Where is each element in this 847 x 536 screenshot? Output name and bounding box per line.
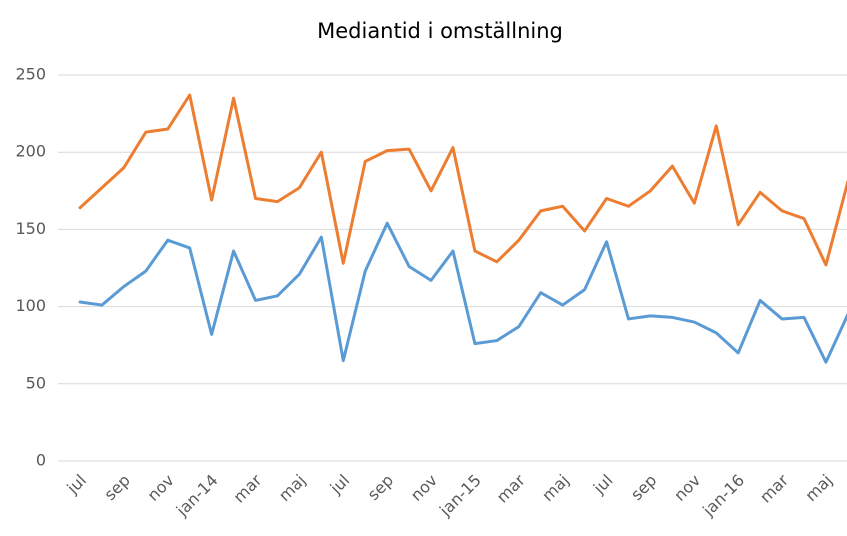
y-tick-label: 250	[15, 65, 46, 84]
x-tick-label: jul	[326, 471, 354, 499]
x-tick-label: jul	[589, 471, 617, 499]
chart-title: Mediantid i omställning	[317, 19, 563, 43]
series-line	[78, 93, 847, 267]
y-tick-label: 50	[26, 373, 46, 392]
x-tick-label: maj	[275, 471, 310, 506]
x-tick-label: jul	[62, 471, 90, 499]
x-tick-label: nov	[670, 471, 704, 505]
x-tick-label: sep	[100, 471, 133, 504]
x-tick-label: mar	[493, 470, 529, 506]
x-tick-label: jan-15	[435, 471, 485, 521]
x-tick-label: jan-16	[698, 471, 748, 521]
x-tick-label: maj	[538, 471, 573, 506]
series-line	[78, 221, 847, 364]
y-tick-label: 0	[36, 451, 46, 470]
y-tick-label: 100	[15, 296, 46, 315]
x-tick-label: sep	[627, 471, 660, 504]
x-tick-label: mar	[756, 470, 792, 506]
x-tick-label: nov	[144, 471, 178, 505]
y-tick-label: 200	[15, 142, 46, 161]
x-tick-label: sep	[364, 471, 397, 504]
x-tick-label: maj	[801, 471, 836, 506]
x-tick-label: nov	[407, 471, 441, 505]
x-tick-label: mar	[229, 470, 265, 506]
y-tick-label: 150	[15, 219, 46, 238]
x-tick-label: jan-14	[172, 471, 222, 521]
